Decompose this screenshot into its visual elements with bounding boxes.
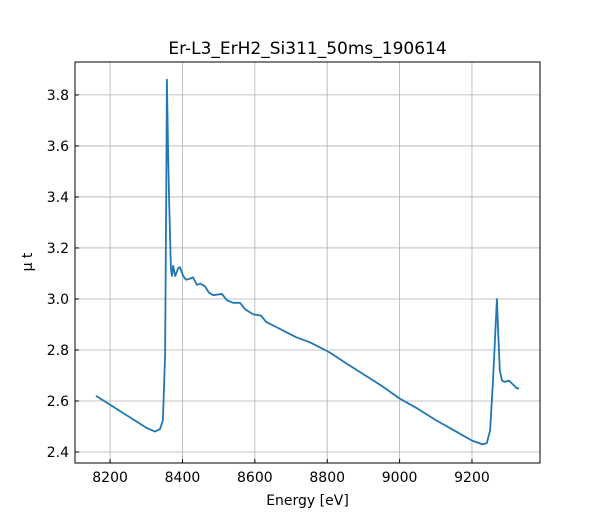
axes-frame [74, 61, 541, 464]
x-tick-label: 8200 [92, 470, 128, 486]
grid [75, 62, 540, 463]
y-tick-label: 3.8 [47, 88, 69, 104]
y-tick-label: 2.4 [47, 445, 69, 461]
series-line [95, 78, 519, 446]
y-tick-label: 2.6 [47, 394, 69, 410]
y-tick-label: 3.6 [47, 139, 69, 155]
chart-title: Er-L3_ErH2_Si311_50ms_190614 [168, 39, 446, 59]
ticks: 8200 8400 8600 8800 9000 9200 2.4 2.6 2.8 3.0 3.2 3… [47, 88, 490, 486]
y-tick-label: 3.0 [47, 292, 69, 308]
x-tick-label: 8800 [309, 470, 345, 486]
y-tick-label: 3.2 [47, 241, 69, 257]
x-tick-label: 8600 [237, 470, 273, 486]
x-axis-label: Energy [eV] [266, 493, 349, 509]
y-axis-label: μ t [20, 252, 36, 271]
y-tick-label: 3.4 [47, 190, 69, 206]
x-tick-label: 9200 [454, 470, 490, 486]
y-tick-label: 2.8 [47, 343, 69, 359]
x-tick-label: 9000 [382, 470, 418, 486]
x-tick-label: 8400 [165, 470, 201, 486]
